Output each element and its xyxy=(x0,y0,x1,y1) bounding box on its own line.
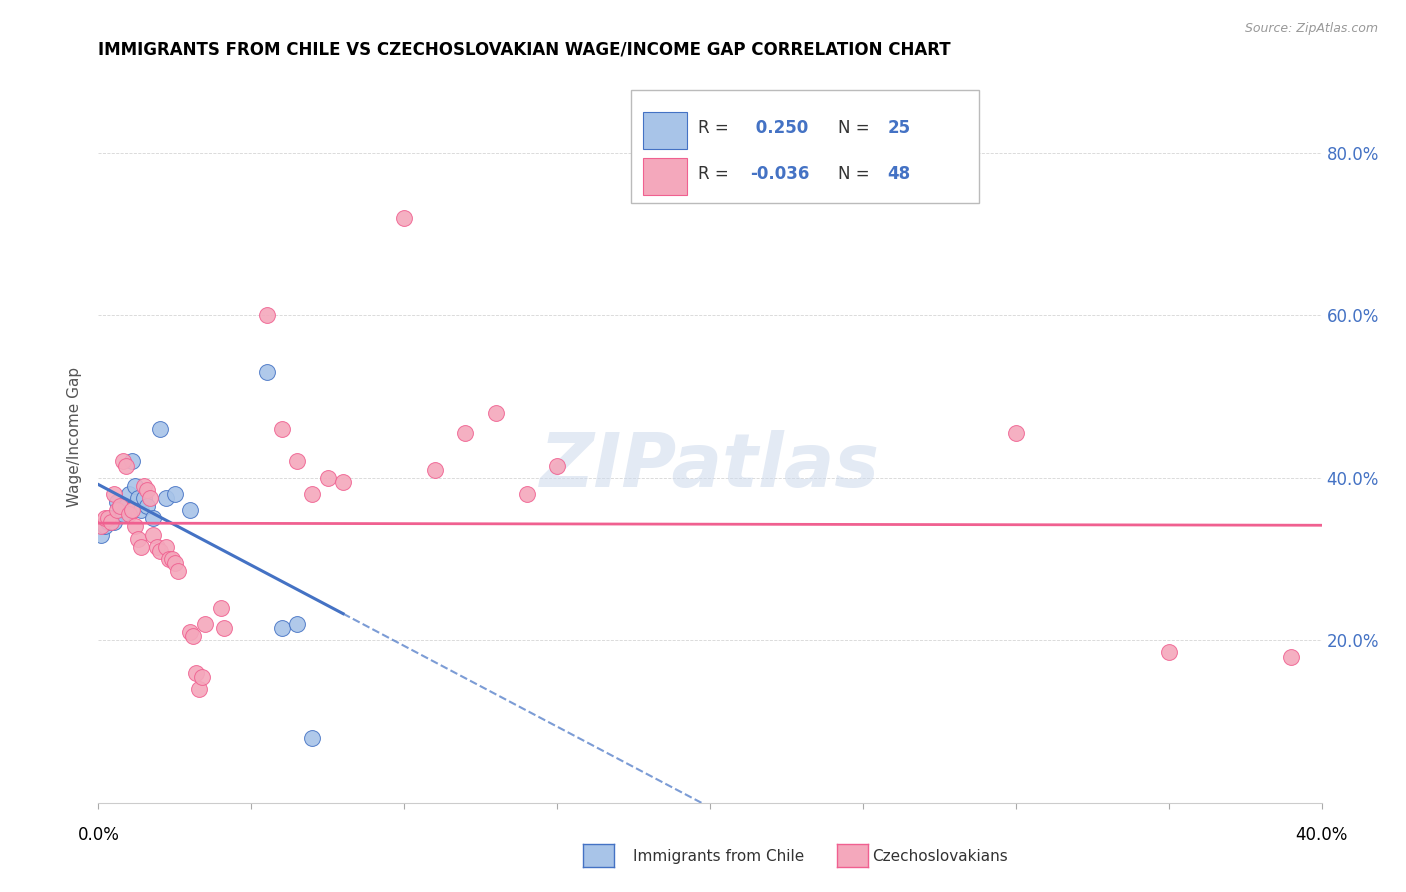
Point xyxy=(90,519,112,533)
Point xyxy=(194,617,217,632)
Point xyxy=(454,425,477,440)
Point xyxy=(167,564,190,578)
Point xyxy=(209,600,232,615)
Text: N =: N = xyxy=(838,119,876,136)
Text: Immigrants from Chile: Immigrants from Chile xyxy=(633,849,804,863)
Point xyxy=(160,552,183,566)
Point xyxy=(191,670,214,684)
Point xyxy=(134,491,156,505)
Text: IMMIGRANTS FROM CHILE VS CZECHOSLOVAKIAN WAGE/INCOME GAP CORRELATION CHART: IMMIGRANTS FROM CHILE VS CZECHOSLOVAKIAN… xyxy=(98,41,950,59)
Point xyxy=(163,556,186,570)
Point xyxy=(97,516,120,530)
Point xyxy=(212,621,235,635)
Text: R =: R = xyxy=(697,119,734,136)
Point xyxy=(157,552,180,566)
Point xyxy=(179,625,201,640)
Point xyxy=(124,519,146,533)
Point xyxy=(136,499,159,513)
Text: Source: ZipAtlas.com: Source: ZipAtlas.com xyxy=(1244,22,1378,36)
Point xyxy=(149,422,172,436)
Point xyxy=(111,508,134,522)
Point xyxy=(142,511,165,525)
Point xyxy=(105,503,128,517)
Point xyxy=(285,617,308,632)
Point xyxy=(97,511,120,525)
FancyBboxPatch shape xyxy=(643,112,686,149)
Point xyxy=(129,503,152,517)
Point xyxy=(1004,425,1026,440)
Point xyxy=(115,458,138,473)
Point xyxy=(163,487,186,501)
Point xyxy=(188,681,211,696)
Point xyxy=(100,511,122,525)
Point xyxy=(121,503,143,517)
Point xyxy=(127,532,149,546)
Text: 48: 48 xyxy=(887,165,911,183)
Point xyxy=(1279,649,1302,664)
Point xyxy=(139,491,162,505)
Point xyxy=(118,487,141,501)
Point xyxy=(256,365,278,379)
Point xyxy=(301,487,323,501)
Point xyxy=(93,519,115,533)
Point xyxy=(270,422,292,436)
Point xyxy=(181,629,204,643)
Point xyxy=(93,511,115,525)
Point xyxy=(103,487,125,501)
Point xyxy=(186,665,208,680)
Point xyxy=(127,491,149,505)
Point xyxy=(392,211,416,225)
Point xyxy=(111,454,134,468)
Point xyxy=(118,508,141,522)
Point xyxy=(124,479,146,493)
Point xyxy=(108,499,131,513)
Point xyxy=(149,544,172,558)
Text: 40.0%: 40.0% xyxy=(1295,826,1348,844)
Text: 0.0%: 0.0% xyxy=(77,826,120,844)
FancyBboxPatch shape xyxy=(643,158,686,195)
Point xyxy=(1157,645,1180,659)
Point xyxy=(285,454,308,468)
Point xyxy=(179,503,201,517)
Point xyxy=(423,462,446,476)
Point xyxy=(108,503,131,517)
Point xyxy=(142,527,165,541)
Point xyxy=(100,516,122,530)
Point xyxy=(316,471,339,485)
Point xyxy=(134,479,156,493)
Text: ZIPatlas: ZIPatlas xyxy=(540,430,880,503)
Point xyxy=(485,406,508,420)
Point xyxy=(332,475,354,489)
Text: N =: N = xyxy=(838,165,876,183)
Point xyxy=(155,491,177,505)
Point xyxy=(115,499,138,513)
Point xyxy=(256,308,278,322)
Text: R =: R = xyxy=(697,165,734,183)
Point xyxy=(155,540,177,554)
Point xyxy=(136,483,159,497)
Text: -0.036: -0.036 xyxy=(751,165,810,183)
Point xyxy=(145,540,167,554)
Y-axis label: Wage/Income Gap: Wage/Income Gap xyxy=(67,367,83,508)
FancyBboxPatch shape xyxy=(630,90,979,203)
Point xyxy=(103,516,125,530)
Text: Czechoslovakians: Czechoslovakians xyxy=(872,849,1008,863)
Point xyxy=(90,527,112,541)
Point xyxy=(129,540,152,554)
Point xyxy=(270,621,292,635)
Text: 0.250: 0.250 xyxy=(751,119,808,136)
Point xyxy=(105,495,128,509)
Point xyxy=(546,458,568,473)
Point xyxy=(121,454,143,468)
Point xyxy=(516,487,538,501)
Point xyxy=(301,731,323,745)
Text: 25: 25 xyxy=(887,119,911,136)
